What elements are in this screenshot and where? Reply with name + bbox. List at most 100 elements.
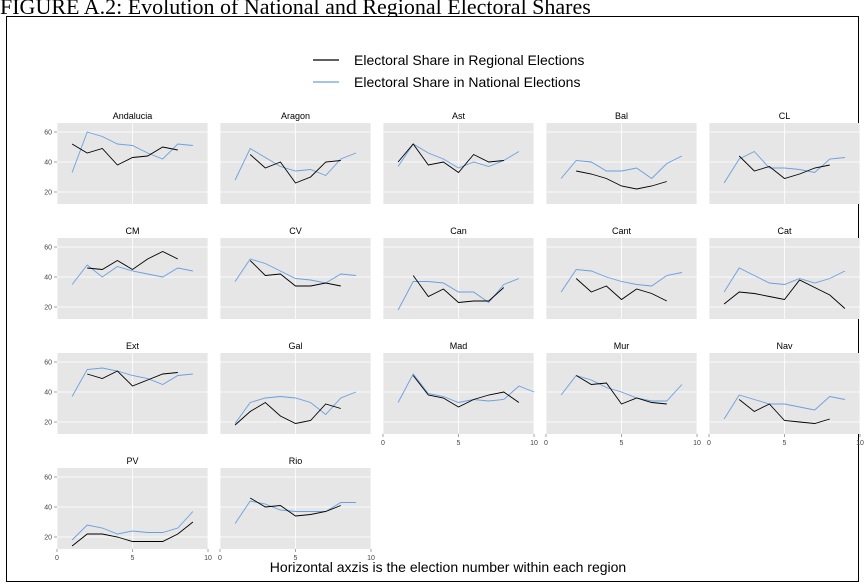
- panel-bal: Bal: [545, 111, 698, 204]
- y-tick-label: 60: [44, 360, 52, 367]
- regional-series-line: [576, 170, 667, 190]
- x-tick-label: 5: [783, 440, 787, 447]
- x-tick-label: 0: [381, 440, 385, 447]
- regional-series-line: [412, 375, 520, 408]
- footer-note: Horizontal axzis is the election number …: [270, 559, 626, 575]
- regional-series-line: [234, 401, 341, 426]
- regional-series-line: [723, 279, 846, 309]
- regional-series-line: [412, 275, 505, 303]
- panel-cat: Cat: [708, 226, 861, 319]
- panel-title: Ext: [126, 341, 140, 351]
- panel-cant: Cant: [545, 226, 698, 319]
- y-tick-label: 60: [44, 130, 52, 137]
- x-tick-label: 0: [55, 555, 59, 562]
- panel-can: Can: [382, 226, 535, 319]
- x-tick-label: 10: [856, 440, 864, 447]
- panels: Andalucia 20 40 60 Aragon Ast Bal CL CM 20 40 60 CV C…: [44, 111, 864, 562]
- x-tick-label: 10: [530, 440, 538, 447]
- panel-cv: CV: [219, 226, 372, 319]
- y-tick-label: 40: [44, 390, 52, 397]
- regional-series-line: [575, 375, 667, 405]
- panel-title: CL: [779, 111, 791, 121]
- regional-series-line: [87, 370, 178, 387]
- y-tick-label: 40: [44, 160, 52, 167]
- regional-series-line: [249, 260, 341, 287]
- national-series-line: [71, 511, 194, 541]
- regional-series-line: [738, 399, 830, 424]
- y-tick-label: 60: [44, 475, 52, 482]
- panel-mur: Mur 0 5 10: [544, 341, 701, 447]
- national-series-line: [397, 373, 535, 403]
- panel-pv: PV 20 40 60 0 5 10: [44, 456, 212, 562]
- panel-aragon: Aragon: [219, 111, 372, 204]
- panel-title: Rio: [289, 456, 303, 466]
- y-tick-label: 60: [44, 245, 52, 252]
- y-tick-label: 40: [44, 505, 52, 512]
- national-series-line: [234, 258, 356, 284]
- panel-mad: Mad 0 5 10: [381, 341, 538, 447]
- y-tick-label: 20: [44, 420, 52, 427]
- national-series-line: [397, 143, 520, 169]
- panel-ast: Ast: [382, 111, 535, 204]
- legend-national-label: Electoral Share in National Elections: [354, 74, 580, 90]
- panel-andalucia: Andalucia 20 40 60: [44, 111, 209, 204]
- x-tick-label: 5: [457, 440, 461, 447]
- x-tick-label: 0: [218, 555, 222, 562]
- national-series-line: [234, 391, 357, 424]
- legend-regional-label: Electoral Share in Regional Elections: [354, 52, 584, 68]
- panel-title: Gal: [288, 341, 302, 351]
- x-tick-label: 5: [131, 555, 135, 562]
- national-series-line: [234, 500, 356, 524]
- panel-title: Cat: [777, 226, 792, 236]
- regional-series-line: [71, 521, 194, 547]
- figure-title: FIGURE A.2: Evolution of National and Re…: [0, 0, 591, 19]
- panel-title: Andalucia: [113, 111, 153, 121]
- panel-title: Can: [450, 226, 467, 236]
- panel-cm: CM 20 40 60: [44, 226, 209, 319]
- panel-title: CV: [289, 226, 302, 236]
- regional-series-line: [397, 143, 504, 174]
- national-series-line: [234, 147, 357, 181]
- regional-series-line: [249, 497, 341, 517]
- regional-series-line: [738, 155, 830, 179]
- national-series-line: [723, 267, 846, 293]
- legend: Electoral Share in Regional Elections El…: [313, 52, 584, 90]
- panel-nav: Nav 0 5 10: [707, 341, 864, 447]
- panel-title: Nav: [776, 341, 793, 351]
- panel-title: CM: [126, 226, 140, 236]
- regional-series-line: [71, 143, 178, 166]
- y-tick-label: 40: [44, 275, 52, 282]
- x-tick-label: 5: [620, 440, 624, 447]
- panel-title: Aragon: [281, 111, 310, 121]
- y-tick-label: 20: [44, 190, 52, 197]
- national-series-line: [560, 155, 683, 180]
- national-series-line: [397, 278, 520, 311]
- y-tick-label: 20: [44, 535, 52, 542]
- national-series-line: [560, 374, 683, 402]
- national-series-line: [560, 269, 682, 293]
- national-series-line: [71, 367, 193, 397]
- panel-gal: Gal: [219, 341, 372, 434]
- regional-series-line: [87, 250, 179, 271]
- panel-ext: Ext 20 40 60: [44, 341, 209, 434]
- regional-series-line: [575, 278, 668, 302]
- national-series-line: [723, 394, 845, 420]
- x-tick-label: 5: [294, 555, 298, 562]
- panel-title: Bal: [615, 111, 628, 121]
- panel-title: Cant: [612, 226, 632, 236]
- panel-title: Mur: [614, 341, 630, 351]
- national-series-line: [723, 150, 845, 184]
- x-tick-label: 0: [707, 440, 711, 447]
- national-series-line: [71, 264, 193, 285]
- x-tick-label: 10: [367, 555, 375, 562]
- panel-title: Mad: [450, 341, 468, 351]
- panel-title: PV: [126, 456, 138, 466]
- panel-cl: CL: [708, 111, 861, 204]
- x-tick-label: 10: [204, 555, 212, 562]
- regional-series-line: [249, 154, 341, 184]
- x-tick-label: 0: [544, 440, 548, 447]
- panel-rio: Rio 0 5 10: [218, 456, 375, 562]
- y-tick-label: 20: [44, 305, 52, 312]
- x-tick-label: 10: [693, 440, 701, 447]
